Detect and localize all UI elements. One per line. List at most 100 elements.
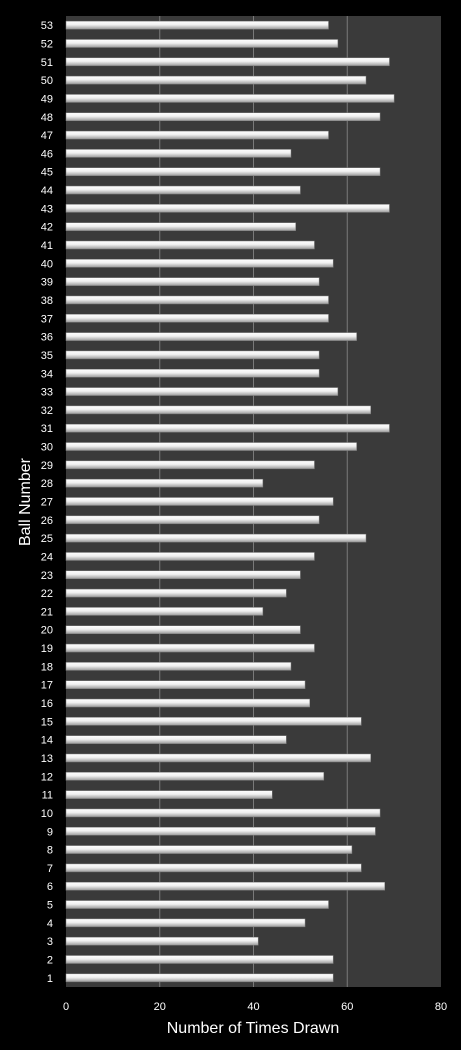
bar-ball-47 (65, 130, 329, 140)
y-tick-label-1: 1 (47, 973, 53, 985)
y-tick-label-23: 23 (41, 570, 53, 582)
bar-ball-49 (65, 94, 395, 103)
bar-ball-41 (65, 240, 315, 250)
y-tick-label-14: 14 (41, 735, 53, 747)
bar-ball-29 (65, 460, 315, 470)
y-tick-label-17: 17 (41, 680, 53, 692)
y-tick-label-36: 36 (41, 332, 53, 344)
x-tick-label-20: 20 (154, 1001, 166, 1013)
bar-ball-9 (65, 827, 376, 836)
bar-ball-46 (65, 149, 292, 158)
bar-ball-23 (65, 570, 301, 580)
bar-ball-17 (65, 680, 306, 689)
y-tick-label-47: 47 (41, 130, 53, 142)
y-tick-label-31: 31 (41, 423, 53, 435)
y-tick-label-35: 35 (41, 350, 53, 362)
y-tick-label-10: 10 (41, 808, 53, 820)
bar-ball-26 (65, 515, 320, 525)
bar-ball-3 (65, 936, 259, 946)
bar-ball-51 (65, 57, 390, 67)
y-tick-label-21: 21 (41, 606, 53, 618)
bar-ball-38 (65, 295, 329, 305)
x-axis-title: Number of Times Drawn (167, 1020, 340, 1037)
y-tick-label-19: 19 (41, 643, 53, 655)
y-tick-label-26: 26 (41, 515, 53, 527)
y-tick-label-24: 24 (41, 551, 53, 563)
bar-ball-53 (65, 20, 329, 30)
bar-ball-7 (65, 863, 362, 873)
y-tick-label-4: 4 (47, 918, 53, 930)
y-tick-label-32: 32 (41, 405, 53, 417)
bar-ball-15 (65, 717, 362, 726)
y-tick-label-40: 40 (41, 258, 53, 270)
bar-ball-48 (65, 112, 381, 122)
x-tick-label-40: 40 (247, 1001, 259, 1013)
y-tick-label-3: 3 (47, 936, 53, 948)
y-tick-label-29: 29 (41, 460, 53, 472)
y-tick-label-38: 38 (41, 295, 53, 307)
y-axis-title: Ball Number (17, 457, 34, 546)
y-tick-label-11: 11 (42, 790, 53, 802)
y-tick-label-49: 49 (41, 93, 53, 105)
y-tick-label-20: 20 (41, 625, 53, 637)
y-tick-label-42: 42 (41, 222, 53, 234)
bar-ball-19 (65, 643, 315, 653)
bar-ball-4 (65, 918, 306, 928)
bar-ball-27 (65, 497, 334, 506)
bar-ball-39 (65, 277, 320, 286)
y-tick-label-33: 33 (41, 387, 53, 399)
bar-ball-31 (65, 423, 390, 433)
bar-ball-50 (65, 75, 367, 85)
bar-ball-44 (65, 185, 301, 195)
y-tick-label-39: 39 (41, 277, 53, 289)
bar-ball-37 (65, 314, 329, 323)
bar-ball-2 (65, 955, 334, 964)
bar-ball-5 (65, 900, 329, 909)
y-tick-label-28: 28 (41, 478, 53, 490)
bar-ball-42 (65, 222, 296, 231)
y-tick-label-48: 48 (41, 112, 53, 124)
bar-ball-16 (65, 698, 310, 708)
bar-ball-6 (65, 881, 385, 891)
y-tick-label-16: 16 (41, 698, 53, 710)
bar-ball-20 (65, 625, 301, 634)
y-tick-label-22: 22 (41, 588, 53, 600)
y-tick-label-41: 41 (41, 240, 53, 252)
y-tick-label-25: 25 (41, 533, 53, 545)
y-tick-label-18: 18 (41, 661, 53, 673)
bar-ball-14 (65, 735, 287, 744)
bar-ball-13 (65, 753, 371, 763)
y-tick-label-5: 5 (47, 900, 53, 912)
bar-ball-33 (65, 387, 339, 396)
bar-ball-10 (65, 808, 381, 818)
y-tick-label-34: 34 (41, 368, 53, 380)
bar-ball-52 (65, 39, 339, 48)
y-tick-label-13: 13 (41, 753, 53, 765)
y-tick-label-30: 30 (41, 442, 53, 454)
x-tick-label-80: 80 (435, 1001, 447, 1013)
x-tick-label-0: 0 (63, 1001, 69, 1013)
bar-ball-24 (65, 552, 315, 561)
bar-ball-8 (65, 845, 353, 854)
y-tick-label-6: 6 (47, 881, 53, 893)
x-tick-labels: 0 20 40 60 80 (63, 1001, 447, 1013)
y-tick-label-44: 44 (41, 185, 53, 197)
bar-ball-34 (65, 369, 320, 378)
y-tick-label-15: 15 (41, 716, 53, 728)
bar-ball-25 (65, 533, 367, 543)
bar-ball-21 (65, 607, 264, 616)
bar-ball-22 (65, 588, 287, 598)
bar-ball-35 (65, 350, 320, 360)
x-tick-label-60: 60 (341, 1001, 353, 1013)
bar-ball-36 (65, 332, 357, 341)
y-tick-label-45: 45 (41, 167, 53, 179)
y-tick-label-12: 12 (41, 771, 53, 783)
bar-ball-1 (65, 973, 334, 983)
y-tick-labels: 1234567891011121314151617181920212223242… (41, 20, 53, 985)
bar-ball-43 (65, 204, 390, 213)
bar-ball-32 (65, 405, 371, 415)
y-tick-label-2: 2 (47, 955, 53, 967)
bar-ball-12 (65, 772, 325, 781)
y-tick-label-27: 27 (41, 497, 53, 509)
